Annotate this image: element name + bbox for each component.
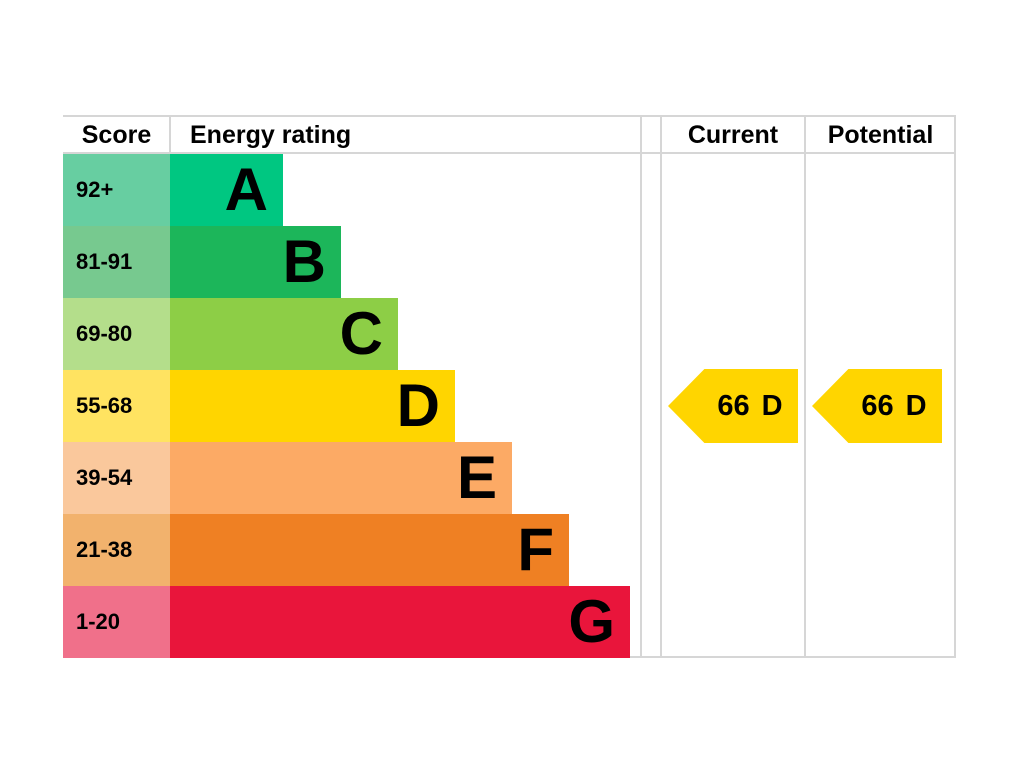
band-letter: E <box>456 444 497 511</box>
header-energy-rating: Energy rating <box>190 121 352 149</box>
table-top-border <box>63 115 956 117</box>
current-slot-g <box>661 586 805 658</box>
potential-rating-letter: D <box>905 389 927 422</box>
band-score-range: 21-38 <box>63 514 170 586</box>
current-slot-b <box>661 226 805 298</box>
band-row-b: 81-91 B <box>63 226 640 298</box>
current-score-value: 66 <box>717 389 750 422</box>
current-slot-f <box>661 515 805 587</box>
header-potential: Potential <box>827 121 934 149</box>
band-row-f: 21-38 F <box>63 514 640 586</box>
header-bottom-border <box>63 152 956 154</box>
potential-score-value: 66 <box>861 389 894 422</box>
band-score-range: 39-54 <box>63 442 170 514</box>
band-score-range: 1-20 <box>63 586 170 658</box>
potential-rating-arrow: 66 D <box>812 369 942 444</box>
header-current: Current <box>687 121 779 149</box>
band-bar-g: G <box>170 586 630 658</box>
band-row-e: 39-54 E <box>63 442 640 514</box>
band-letter: B <box>282 228 326 295</box>
current-slot-a <box>661 154 805 226</box>
potential-slot-a <box>805 154 956 226</box>
band-letter: C <box>339 300 383 367</box>
potential-slot-b <box>805 226 956 298</box>
band-score-range: 55-68 <box>63 370 170 442</box>
band-row-d: 55-68 D <box>63 370 640 442</box>
potential-column: 66 D <box>805 154 956 658</box>
band-score-range: 69-80 <box>63 298 170 370</box>
potential-slot-g <box>805 586 956 658</box>
band-bar-c: C <box>170 298 398 370</box>
bands-area: 92+ A 81-91 B 69-80 C 55-68 D 39-54 E 21-38 F 1-20 G <box>63 154 640 658</box>
header-score: Score <box>81 121 152 149</box>
potential-slot-c <box>805 297 956 369</box>
band-letter: D <box>396 372 440 439</box>
band-bar-a: A <box>170 154 283 226</box>
band-letter: A <box>224 156 268 223</box>
band-row-c: 69-80 C <box>63 298 640 370</box>
band-letter: G <box>568 588 615 655</box>
band-letter: F <box>517 516 554 583</box>
band-bar-e: E <box>170 442 512 514</box>
band-score-range: 81-91 <box>63 226 170 298</box>
potential-slot-e <box>805 443 956 515</box>
band-bar-d: D <box>170 370 455 442</box>
current-potential-divider <box>804 115 806 658</box>
band-row-a: 92+ A <box>63 154 640 226</box>
table-right-border <box>954 115 956 658</box>
rating-column-right-border <box>640 115 642 658</box>
epc-rating-chart: Score Energy rating Current Potential 92… <box>63 115 956 658</box>
current-slot-d: 66 D <box>661 369 805 444</box>
score-rating-divider <box>169 115 171 154</box>
band-score-range: 92+ <box>63 154 170 226</box>
current-slot-c <box>661 297 805 369</box>
current-slot-e <box>661 443 805 515</box>
band-bar-b: B <box>170 226 341 298</box>
potential-slot-f <box>805 515 956 587</box>
potential-slot-d: 66 D <box>805 369 956 444</box>
current-rating-letter: D <box>761 389 783 422</box>
current-rating-arrow: 66 D <box>668 369 798 444</box>
current-column-left-border <box>660 115 662 658</box>
band-row-g: 1-20 G <box>63 586 640 658</box>
band-bar-f: F <box>170 514 569 586</box>
current-column: 66 D <box>661 154 805 658</box>
